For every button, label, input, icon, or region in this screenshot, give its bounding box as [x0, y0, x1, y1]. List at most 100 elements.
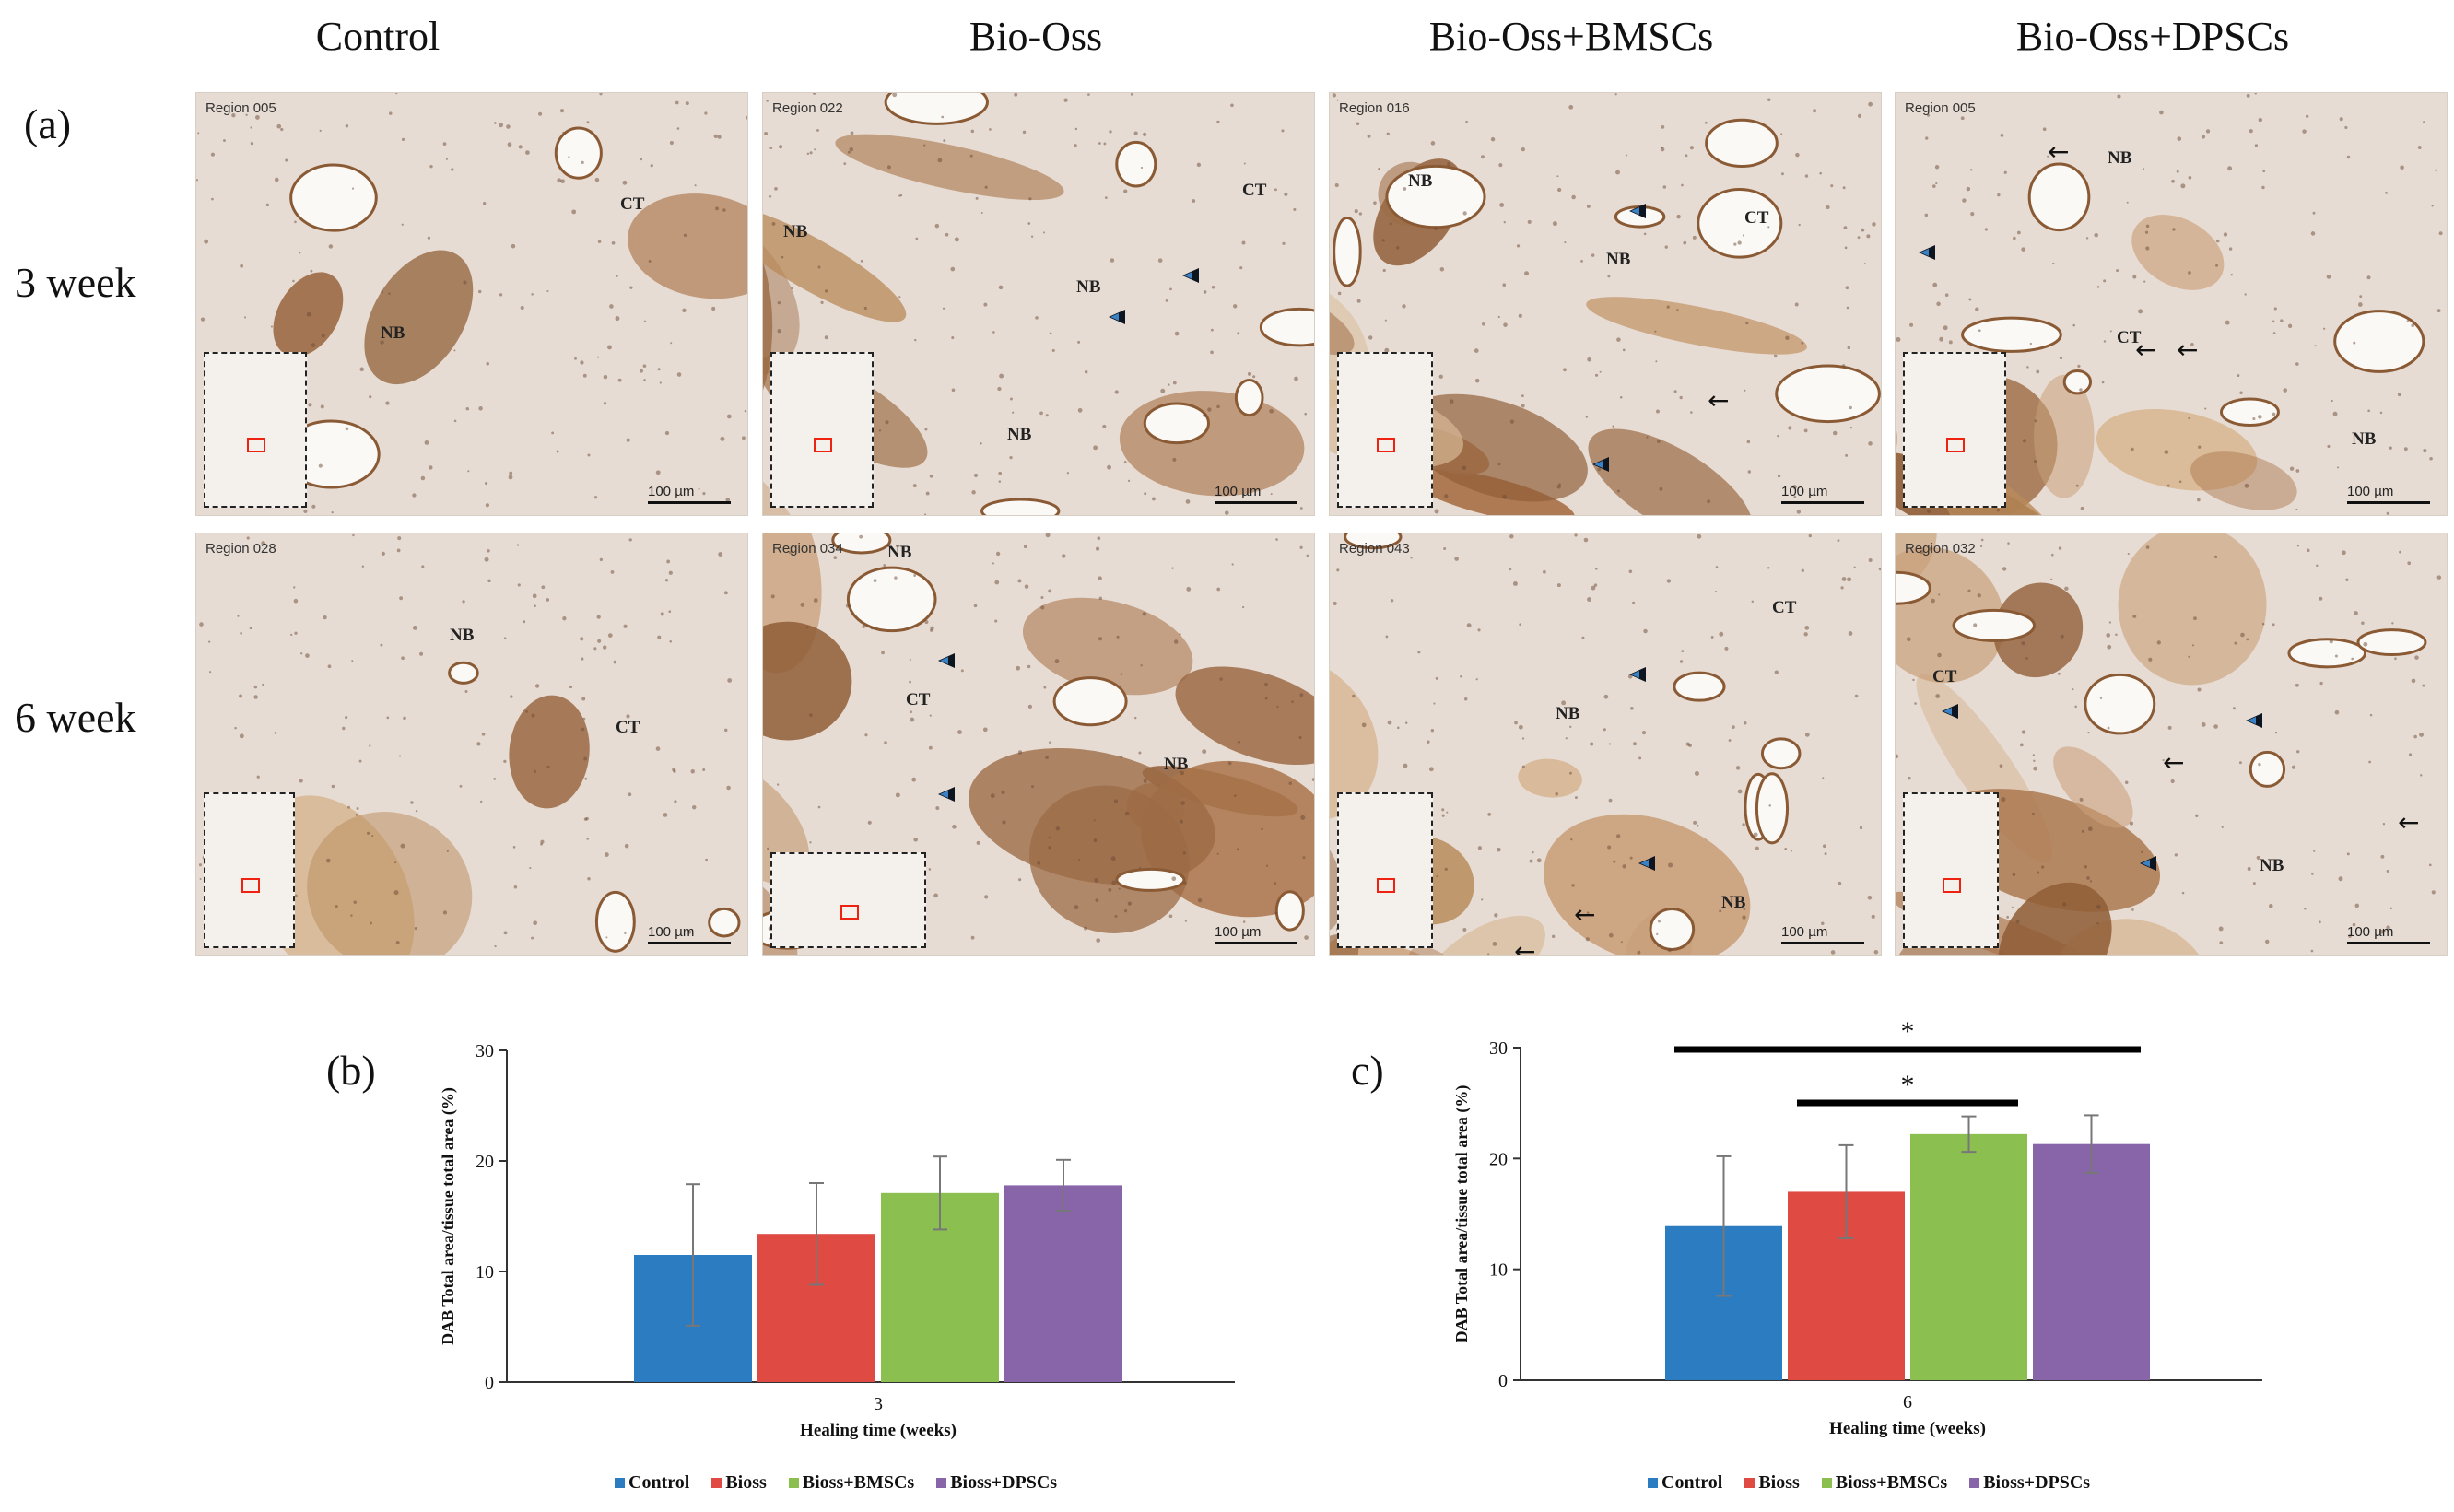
row-label-3-week: 3 week: [15, 259, 136, 306]
legend-item-bmscs: Bioss+BMSCs: [1821, 1472, 1947, 1494]
inset-roi-marker: [1377, 877, 1395, 893]
arrow-marker: ←: [1708, 385, 1730, 416]
y-tick-label: 10: [1489, 1260, 1508, 1281]
arrowhead-marker: [1919, 245, 1935, 260]
region-label: Region 005: [205, 100, 276, 116]
bar-bioss-dpscs: [1004, 1185, 1122, 1382]
arrow-marker: ←: [2177, 334, 2199, 365]
scale-bar: 100 µm: [2347, 484, 2430, 504]
y-tick-label: 10: [476, 1262, 494, 1283]
y-tick-label: 30: [1489, 1038, 1508, 1059]
arrowhead-marker: [2246, 713, 2262, 728]
x-category-label: 3: [874, 1394, 883, 1414]
scale-bar: 100 µm: [1215, 924, 1297, 944]
column-title-dpscs: Bio-Oss+DPSCs: [2015, 14, 2290, 59]
scale-bar: 100 µm: [1215, 484, 1297, 504]
legend-item-dpscs: Bioss+DPSCs: [1969, 1472, 2090, 1494]
legend-item-control: Control: [615, 1472, 689, 1494]
inset-roi-marker: [1946, 437, 1965, 452]
overview-inset: [204, 792, 295, 948]
y-axis-label: DAB Total area/tissue total area (%): [1452, 1085, 1472, 1343]
significance-star: *: [1901, 1016, 1915, 1047]
y-axis-label: DAB Total area/tissue total area (%): [439, 1087, 458, 1345]
scale-bar-text: 100 µm: [1215, 484, 1262, 499]
tissue-label-ct: CT: [1744, 208, 1769, 228]
scale-bar-text: 100 µm: [648, 924, 695, 940]
arrow-marker: ←: [1574, 899, 1596, 930]
tissue-label-ct: CT: [2117, 328, 2142, 347]
arrow-marker: ←: [2163, 747, 2185, 778]
region-label: Region 034: [772, 541, 843, 557]
overview-inset: [1903, 792, 1999, 948]
tissue-label-nb: NB: [381, 323, 405, 343]
column-title-bio-oss: Bio-Oss: [969, 14, 1103, 59]
tissue-label-nb: NB: [1556, 704, 1580, 723]
y-tick-label: 20: [1489, 1149, 1508, 1169]
tissue-label-nb: NB: [1606, 250, 1631, 269]
region-label: Region 005: [1905, 100, 1976, 116]
panel-label-a: (a): [24, 100, 72, 147]
tissue-label-nb: NB: [2352, 429, 2377, 449]
column-title-bmscs: Bio-Oss+BMSCs: [1428, 14, 1714, 59]
stained-tissue-image: [763, 93, 1314, 515]
legend-item-bioss: Bioss: [1744, 1472, 1800, 1494]
arrowhead-marker: [1638, 856, 1655, 871]
arrowhead-marker: [1629, 667, 1646, 682]
legend-item-bioss: Bioss: [711, 1472, 767, 1494]
y-tick-label: 30: [476, 1041, 494, 1061]
inset-roi-marker: [814, 437, 832, 452]
region-label: Region 016: [1339, 100, 1410, 116]
arrow-marker: ←: [1514, 936, 1536, 956]
overview-inset: [204, 352, 307, 508]
arrowhead-marker: [1182, 268, 1199, 283]
tissue-label-nb: NB: [887, 543, 912, 562]
tissue-label-nb: NB: [1164, 755, 1189, 774]
tissue-label-nb: NB: [2260, 856, 2284, 875]
arrowhead-marker: [1629, 204, 1646, 218]
x-category-label: 6: [1903, 1392, 1912, 1412]
scale-bar-text: 100 µm: [1781, 924, 1828, 940]
region-label: Region 043: [1339, 541, 1410, 557]
inset-roi-marker: [247, 437, 265, 452]
legend-item-bmscs: Bioss+BMSCs: [788, 1472, 914, 1494]
overview-inset: [770, 352, 874, 508]
arrowhead-marker: [1592, 457, 1609, 472]
arrowhead-marker: [1109, 310, 1125, 324]
scale-bar-text: 100 µm: [1781, 484, 1828, 499]
x-axis-label: Healing time (weeks): [800, 1421, 957, 1440]
tissue-label-nb: NB: [450, 626, 475, 645]
tissue-label-nb: NB: [1007, 425, 1032, 444]
panel-label-b: (b): [326, 1047, 376, 1094]
region-label: Region 032: [1905, 541, 1976, 557]
inset-roi-marker: [840, 905, 859, 920]
column-title-control: Control: [315, 14, 440, 59]
tissue-label-nb: NB: [783, 222, 808, 241]
bar-bioss-bmscs: [1910, 1133, 2027, 1380]
bar-chart-3-week: 0 10 20 30 DAB Total area/tissue total area …: [424, 1032, 1253, 1479]
scale-bar-text: 100 µm: [2347, 924, 2394, 940]
micrograph-3wk-bio-oss: Region 022 CT NB NB NB 100 µm: [762, 92, 1315, 516]
legend-c: Control Bioss Bioss+BMSCs Bioss+DPSCs: [1648, 1472, 2090, 1494]
tissue-label-ct: CT: [1772, 598, 1797, 617]
region-label: Region 022: [772, 100, 843, 116]
micrograph-6wk-bio-oss: Region 034 NB CT NB 100 µm: [762, 533, 1315, 956]
bar-bioss-dpscs: [2033, 1143, 2150, 1380]
overview-inset: [1337, 792, 1433, 948]
region-label: Region 028: [205, 541, 276, 557]
arrowhead-marker: [938, 653, 955, 668]
overview-inset: [770, 852, 926, 948]
x-axis-label: Healing time (weeks): [1829, 1419, 1986, 1438]
stained-tissue-image: [1896, 533, 2447, 955]
tissue-label-nb: NB: [1076, 277, 1101, 297]
tissue-label-ct: CT: [906, 690, 931, 709]
micrograph-6wk-dpscs: Region 032CTNBNB←←100 µm: [1895, 533, 2448, 956]
inset-roi-marker: [1943, 877, 1961, 893]
inset-roi-marker: [1377, 437, 1395, 452]
scale-bar-text: 100 µm: [648, 484, 695, 499]
tissue-label-nb: NB: [2108, 148, 2132, 168]
row-label-6-week: 6 week: [15, 694, 136, 741]
tissue-label-ct: CT: [616, 718, 640, 737]
y-tick-label: 0: [485, 1373, 494, 1393]
scale-bar: 100 µm: [648, 484, 731, 504]
legend-item-control: Control: [1648, 1472, 1722, 1494]
